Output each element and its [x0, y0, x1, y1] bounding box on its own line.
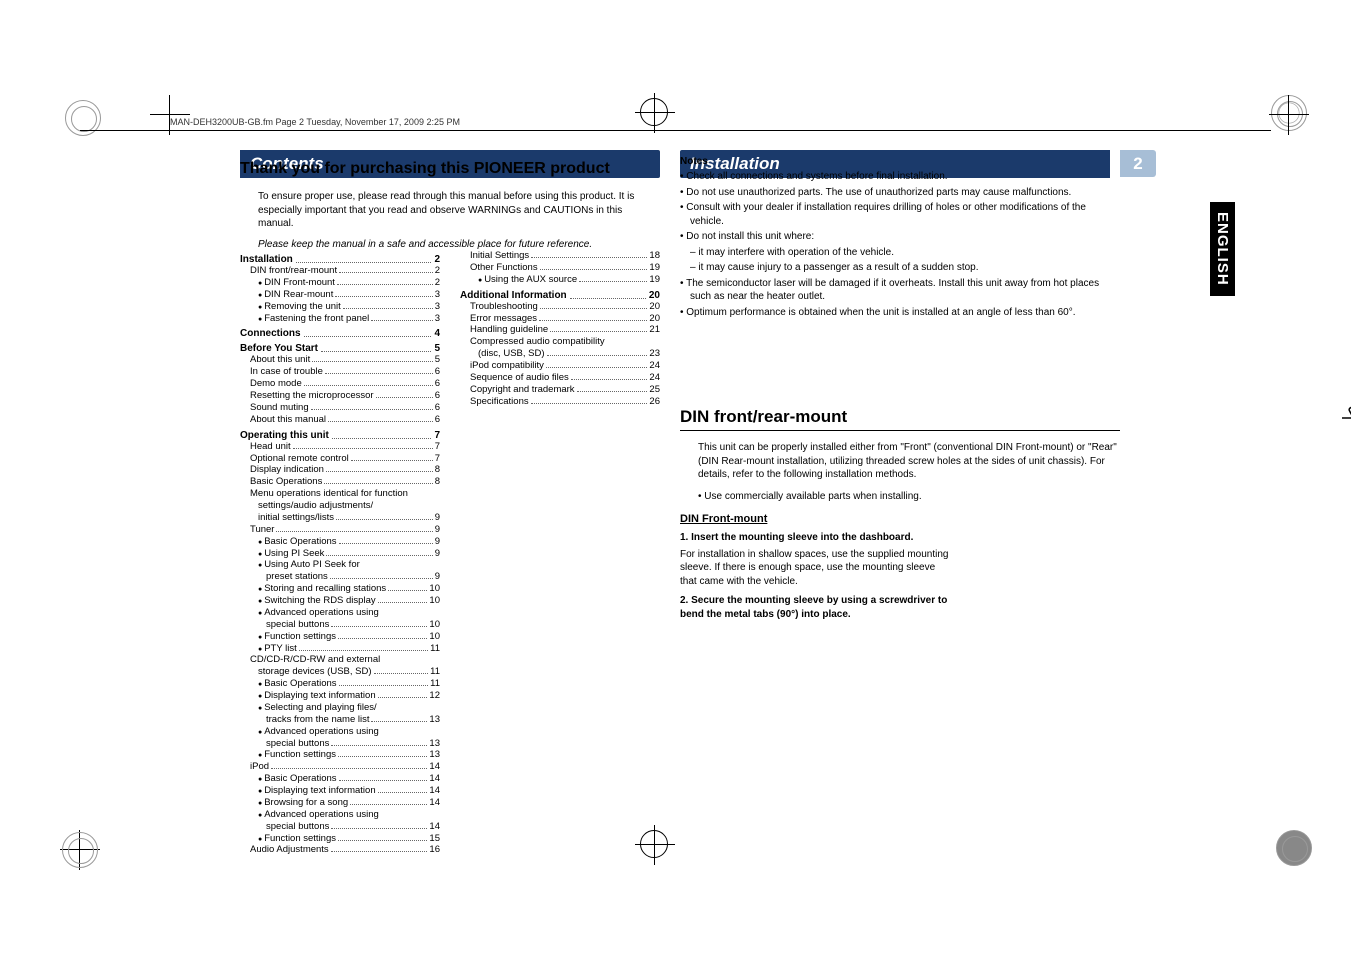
toc-entry: CD/CD-R/CD-RW and external — [250, 654, 440, 666]
toc-entry: Switching the RDS display10 — [258, 595, 440, 607]
toc-entry: Handling guideline21 — [470, 324, 660, 336]
toc-entry: Function settings15 — [258, 833, 440, 845]
intro-keep: Please keep the manual in a safe and acc… — [258, 239, 660, 250]
note-item: The semiconductor laser will be damaged … — [680, 277, 1120, 304]
toc-entry: preset stations9 — [266, 571, 440, 583]
din-body-1: This unit can be properly installed eith… — [698, 441, 1120, 482]
toc-entry: Basic Operations9 — [258, 536, 440, 548]
toc-entry: Troubleshooting20 — [470, 301, 660, 313]
toc-entry: About this manual6 — [250, 414, 440, 426]
toc-entry: initial settings/lists9 — [258, 512, 440, 524]
page-number: 2 — [1120, 150, 1156, 177]
toc-entry: Advanced operations using — [258, 726, 440, 738]
toc-entry: storage devices (USB, SD)11 — [258, 666, 440, 678]
toc-entry: DIN Front-mount2 — [258, 277, 440, 289]
note-item: Optimum performance is obtained when the… — [680, 306, 1120, 320]
toc-entry: iPod compatibility24 — [470, 360, 660, 372]
notes-heading: Notes — [680, 156, 1120, 167]
toc-entry: special buttons14 — [266, 821, 440, 833]
toc-entry: Optional remote control7 — [250, 453, 440, 465]
toc-entry: Using the AUX source19 — [478, 274, 660, 286]
toc-entry: Using PI Seek9 — [258, 548, 440, 560]
note-item: Do not install this unit where: — [680, 230, 1120, 244]
toc-entry: In case of trouble6 — [250, 366, 440, 378]
header-rule — [80, 130, 1271, 131]
toc-entry: Advanced operations using — [258, 809, 440, 821]
toc-entry: Selecting and playing files/ — [258, 702, 440, 714]
toc-entry: Removing the unit3 — [258, 301, 440, 313]
toc-entry: Audio Adjustments16 — [250, 844, 440, 856]
toc-entry: Head unit7 — [250, 441, 440, 453]
toc-column-1: Installation2DIN front/rear-mount2DIN Fr… — [240, 250, 440, 856]
toc-entry: Fastening the front panel3 — [258, 313, 440, 325]
step-1-body: For installation in shallow spaces, use … — [680, 548, 950, 589]
toc-entry: Additional Information20 — [460, 290, 660, 301]
din-front-mount-heading: DIN Front-mount — [680, 513, 1120, 525]
din-section-heading: DIN front/rear-mount — [680, 407, 1120, 431]
toc-entry: Sound muting6 — [250, 402, 440, 414]
toc-entry: special buttons10 — [266, 619, 440, 631]
toc-column-2: Initial Settings18Other Functions19Using… — [460, 250, 660, 408]
note-item: Check all connections and systems before… — [680, 170, 1120, 184]
toc-entry: Tuner9 — [250, 524, 440, 536]
toc-entry: About this unit5 — [250, 354, 440, 366]
toc-entry: Displaying text information14 — [258, 785, 440, 797]
toc-entry: Function settings10 — [258, 631, 440, 643]
note-item: Consult with your dealer if installation… — [680, 201, 1120, 228]
toc-entry: Compressed audio compatibility — [470, 336, 660, 348]
toc-entry: iPod14 — [250, 761, 440, 773]
toc-entry: Error messages20 — [470, 313, 660, 325]
toc-entry: special buttons13 — [266, 738, 440, 750]
toc-entry: Demo mode6 — [250, 378, 440, 390]
toc-entry: Basic Operations11 — [258, 678, 440, 690]
thanks-heading: Thank you for purchasing this PIONEER pr… — [240, 160, 660, 178]
toc-entry: PTY list11 — [258, 643, 440, 655]
toc-entry: Storing and recalling stations10 — [258, 583, 440, 595]
notes-list: Check all connections and systems before… — [680, 170, 1120, 319]
toc-entry: Basic Operations14 — [258, 773, 440, 785]
toc-entry: Initial Settings18 — [470, 250, 660, 262]
toc-entry: settings/audio adjustments/ — [258, 500, 440, 512]
step-1-heading: 1. Insert the mounting sleeve into the d… — [680, 531, 950, 545]
toc-entry: Copyright and trademark25 — [470, 384, 660, 396]
toc-entry: Menu operations identical for function — [250, 488, 440, 500]
toc-entry: Basic Operations8 — [250, 476, 440, 488]
din-body-2-list: Use commercially available parts when in… — [698, 490, 1120, 504]
toc-entry: Resetting the microprocessor6 — [250, 390, 440, 402]
note-item: it may cause injury to a passenger as a … — [680, 261, 1120, 275]
toc-entry: Before You Start5 — [240, 343, 440, 354]
toc-entry: Using Auto PI Seek for — [258, 559, 440, 571]
toc-entry: Display indication8 — [250, 464, 440, 476]
toc-entry: DIN front/rear-mount2 — [250, 265, 440, 277]
toc-entry: (disc, USB, SD)23 — [478, 348, 660, 360]
language-tab: ENGLISH — [1210, 202, 1235, 296]
toc-entry: Connections4 — [240, 328, 440, 339]
header-line: MAN-DEH3200UB-GB.fm Page 2 Tuesday, Nove… — [170, 117, 460, 127]
toc-entry: Installation2 — [240, 254, 440, 265]
toc-entry: Displaying text information12 — [258, 690, 440, 702]
intro-text: To ensure proper use, please read throug… — [258, 190, 654, 231]
toc-entry: Browsing for a song14 — [258, 797, 440, 809]
din-body-2: Use commercially available parts when in… — [698, 490, 1120, 504]
toc-entry: DIN Rear-mount3 — [258, 289, 440, 301]
toc-entry: Operating this unit7 — [240, 430, 440, 441]
toc-entry: Other Functions19 — [470, 262, 660, 274]
toc-entry: Function settings13 — [258, 749, 440, 761]
angle-diagram: 60° — [1330, 360, 1351, 435]
step-2-heading: 2. Secure the mounting sleeve by using a… — [680, 594, 950, 621]
toc-entry: Advanced operations using — [258, 607, 440, 619]
toc-entry: Sequence of audio files24 — [470, 372, 660, 384]
toc-entry: Specifications26 — [470, 396, 660, 408]
toc-entry: tracks from the name list13 — [266, 714, 440, 726]
note-item: Do not use unauthorized parts. The use o… — [680, 186, 1120, 200]
note-item: it may interfere with operation of the v… — [680, 246, 1120, 260]
